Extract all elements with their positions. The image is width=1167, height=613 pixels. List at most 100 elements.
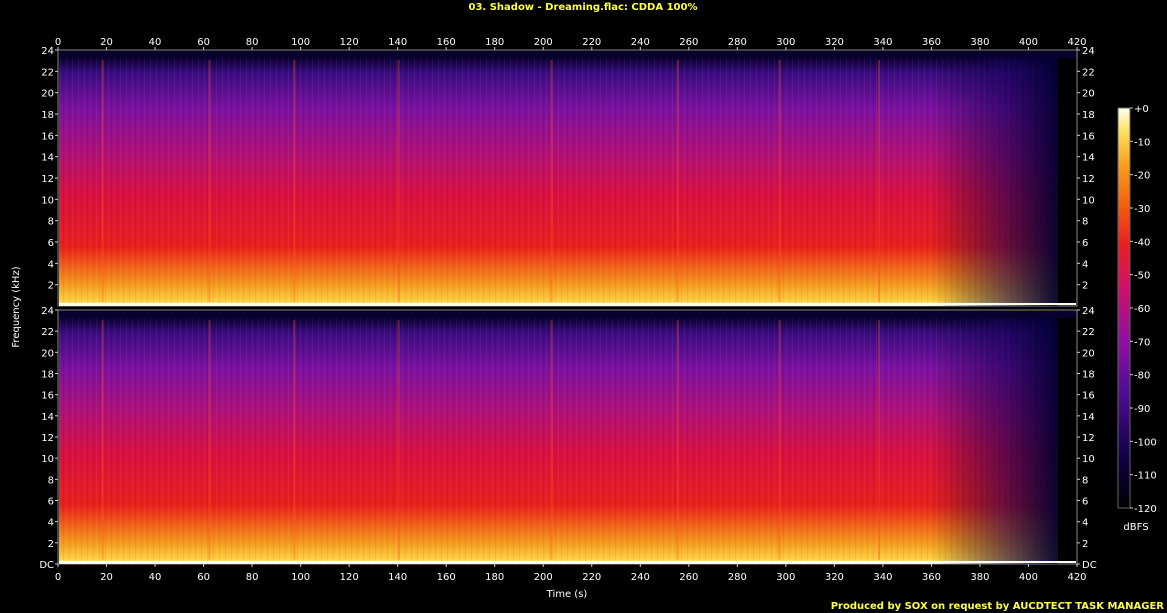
- y-tick-label-right: 20: [1082, 348, 1095, 359]
- colorbar-tick-label: -10: [1134, 137, 1150, 148]
- colorbar-gradient: [1117, 107, 1131, 509]
- x-tick-label-top: 420: [1067, 37, 1086, 48]
- y-tick-label-left: 4: [48, 259, 54, 270]
- y-tick-label-left: 8: [48, 217, 54, 228]
- y-tick-label-right: 22: [1082, 67, 1095, 78]
- colorbar: +0 -10 -20 -30 -40 -50 -60 -70 -80 -90 -100 -110 -12…: [1117, 104, 1157, 515]
- x-tick-label-top: 300: [776, 37, 795, 48]
- y-tick-label-right: 14: [1082, 153, 1095, 164]
- x-tick-label-top: 100: [291, 37, 310, 48]
- x-tick-label-bottom: 40: [149, 572, 162, 583]
- colorbar-unit: dBFS: [1123, 522, 1148, 533]
- x-tick-label-top: 320: [825, 37, 844, 48]
- spectrogram-texture: [59, 58, 1058, 306]
- dc-line: [59, 561, 1076, 563]
- y-tick-label-right: 8: [1082, 217, 1088, 228]
- colorbar-tick-label: -120: [1134, 504, 1157, 515]
- y-tick-label-right: 22: [1082, 327, 1095, 338]
- y-tick-label-left: 16: [41, 391, 54, 402]
- fade-out-region: [931, 318, 1058, 564]
- colorbar-tick-label: -80: [1134, 371, 1150, 382]
- colorbar-tick-label: +0: [1134, 104, 1149, 115]
- y-tick-label-left: 12: [41, 174, 54, 185]
- y-tick-label-right: 18: [1082, 110, 1095, 121]
- y-tick-label-left: 2: [48, 281, 54, 292]
- x-tick-label-top: 260: [679, 37, 698, 48]
- transient-streak: [550, 60, 553, 302]
- colorbar-tick-label: -40: [1134, 237, 1150, 248]
- colorbar-tick-label: -30: [1134, 204, 1150, 215]
- x-tick-label-bottom: 140: [388, 572, 407, 583]
- x-tick-label-bottom: 420: [1067, 572, 1086, 583]
- x-tick-label-top: 160: [437, 37, 456, 48]
- x-tick-label-bottom: 260: [679, 572, 698, 583]
- y-tick-label-left: 24: [41, 306, 54, 317]
- x-tick-label-top: 200: [534, 37, 553, 48]
- y-tick-label-right: 6: [1082, 497, 1088, 508]
- x-tick-label-bottom: 80: [246, 572, 259, 583]
- y-tick-label-left: 18: [41, 370, 54, 381]
- colorbar-tick-label: -60: [1134, 304, 1150, 315]
- y-tick-label-left: 22: [41, 67, 54, 78]
- transient-streak: [101, 60, 104, 302]
- x-tick-label-bottom: 0: [55, 572, 61, 583]
- x-tick-label-bottom: 300: [776, 572, 795, 583]
- x-tick-label-bottom: 160: [437, 572, 456, 583]
- x-tick-label-top: 360: [922, 37, 941, 48]
- y-tick-label-left: 6: [48, 238, 54, 249]
- transient-streak: [878, 60, 881, 302]
- x-tick-label-bottom: 400: [1019, 572, 1038, 583]
- x-tick-label-bottom: 180: [485, 572, 504, 583]
- x-tick-label-top: 380: [970, 37, 989, 48]
- transient-streak: [878, 320, 881, 560]
- x-tick-label-top: 60: [197, 37, 210, 48]
- colorbar-tick-label: -20: [1134, 171, 1150, 182]
- x-tick-label-top: 40: [149, 37, 162, 48]
- y-tick-label-right: 24: [1082, 46, 1095, 57]
- y-tick-label-left: 10: [41, 454, 54, 465]
- y-tick-label-left: 14: [41, 412, 54, 423]
- x-tick-label-top: 400: [1019, 37, 1038, 48]
- y-axis-label: Frequency (kHz): [11, 266, 22, 347]
- transient-streak: [397, 60, 400, 302]
- y-tick-label-left: 10: [41, 195, 54, 206]
- x-tick-label-top: 180: [485, 37, 504, 48]
- transient-streak: [208, 60, 211, 302]
- x-tick-label-top: 20: [100, 37, 113, 48]
- y-tick-label-right: 10: [1082, 454, 1095, 465]
- y-tick-label-right: DC: [1082, 560, 1097, 571]
- y-tick-label-left: 8: [48, 475, 54, 486]
- x-tick-label-top: 240: [631, 37, 650, 48]
- nyquist-band: [59, 311, 1076, 318]
- credit-text: Produced by SOX on request by AUCDTECT T…: [831, 601, 1165, 612]
- x-axis-top: 0 20 40 60 80 100 120 140 160 180 200 220 240 260 280 3…: [55, 37, 1087, 50]
- fade-out-region: [931, 58, 1058, 306]
- x-tick-label-top: 80: [246, 37, 259, 48]
- y-tick-label-right: 16: [1082, 391, 1095, 402]
- y-tick-label-right: 4: [1082, 259, 1088, 270]
- y-tick-label-left: 6: [48, 497, 54, 508]
- x-tick-label-bottom: 360: [922, 572, 941, 583]
- channel-panels: [57, 49, 1078, 565]
- y-tick-label-left: 2: [48, 539, 54, 550]
- transient-streak: [778, 60, 781, 302]
- x-axis-label: Time (s): [546, 589, 588, 600]
- y-tick-label-left: 22: [41, 327, 54, 338]
- y-tick-label-right: 12: [1082, 174, 1095, 185]
- y-tick-label-right: 18: [1082, 370, 1095, 381]
- x-tick-label-top: 220: [582, 37, 601, 48]
- x-tick-label-bottom: 60: [197, 572, 210, 583]
- y-tick-label-right: 14: [1082, 412, 1095, 423]
- y-tick-label-left: 20: [41, 89, 54, 100]
- x-tick-label-bottom: 320: [825, 572, 844, 583]
- y-tick-label-left: 14: [41, 153, 54, 164]
- colorbar-tick-label: -110: [1134, 471, 1157, 482]
- y-tick-label-right: 16: [1082, 131, 1095, 142]
- x-tick-label-bottom: 100: [291, 572, 310, 583]
- y-tick-label-right: 12: [1082, 433, 1095, 444]
- x-tick-label-bottom: 380: [970, 572, 989, 583]
- y-tick-label-right: 8: [1082, 475, 1088, 486]
- x-tick-label-bottom: 200: [534, 572, 553, 583]
